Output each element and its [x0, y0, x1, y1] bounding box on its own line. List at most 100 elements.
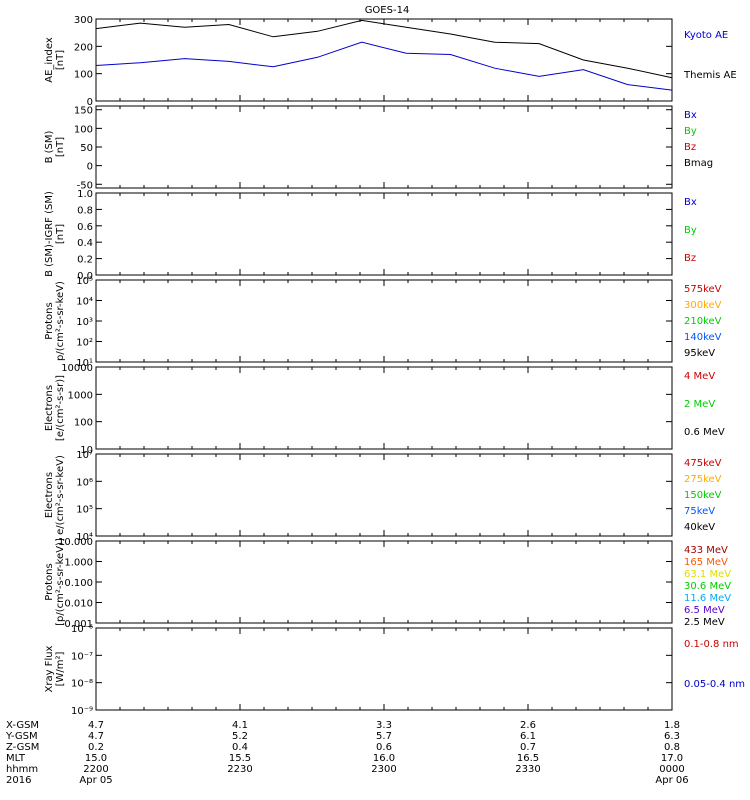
y-axis-title: Protons [44, 563, 55, 600]
legend-entry: Themis AE [683, 70, 737, 81]
ephemeris-cell: 2.6 [520, 720, 536, 731]
y-axis-title: [nT] [55, 224, 66, 244]
y-axis-title: [e/(cm²-s-sr)] [55, 375, 66, 441]
y-axis-title: Protons [44, 302, 55, 339]
ephemeris-row-label: MLT [6, 753, 26, 764]
y-tick-label: 10000 [61, 363, 93, 374]
ephemeris-cell: 15.0 [85, 753, 107, 764]
legend-entry: 2 MeV [684, 399, 715, 410]
y-tick-label: 200 [74, 42, 93, 53]
ephemeris-cell: 0.8 [664, 742, 680, 753]
y-tick-label: 1000 [68, 390, 93, 401]
y-axis-title: B (SM)-IGRF (SM) [44, 191, 55, 277]
legend-entry: By [684, 126, 697, 137]
legend-entry: 433 MeV [684, 545, 728, 556]
y-tick-label: 0.6 [77, 222, 93, 233]
ephemeris-cell: 6.3 [664, 731, 680, 742]
ephemeris-cell: 16.5 [517, 753, 539, 764]
y-tick-label: 10² [76, 338, 93, 349]
panel-protons_kev: 10¹ 10² 10³ 10⁴ 10⁵ Protons p/(cm²-s-sr-keV) 57… [44, 276, 722, 369]
ephemeris-cell: 0.7 [520, 742, 536, 753]
ephemeris-cell: 2300 [371, 764, 396, 775]
legend-entry: 575keV [684, 284, 722, 295]
y-tick-label: 0.8 [77, 205, 93, 216]
y-tick-label: 0.010 [64, 599, 93, 610]
ephemeris-cell: 0.6 [376, 742, 392, 753]
ephemeris-row-label: Z-GSM [6, 742, 39, 753]
panel-frame [95, 453, 673, 537]
y-tick-label: 100 [74, 70, 93, 81]
panel-ae: 0 100 200 300 AE_index [nT] Kyoto AE Themis AE [44, 15, 737, 108]
legend-entry: 150keV [684, 490, 722, 501]
panel-frame [95, 279, 673, 363]
legend-entry: Kyoto AE [684, 30, 728, 41]
series-line [95, 19, 673, 79]
ephemeris-row-label: 2016 [6, 775, 31, 786]
y-axis-title: B (SM) [44, 130, 55, 163]
ephemeris-cell: 0000 [659, 764, 684, 775]
ephemeris-row-label: Y-GSM [5, 731, 38, 742]
y-tick-label: 100 [74, 418, 93, 429]
y-tick-label: 0.001 [64, 619, 93, 630]
panel-electrons_mev: 10 100 1000 10000 Electrons [e/(cm²-s-sr)] 4 M… [44, 363, 725, 456]
y-axis-title: Electrons [44, 472, 55, 518]
panel-frame [95, 192, 673, 276]
legend-entry: 95keV [684, 348, 715, 359]
y-tick-label: 0.100 [64, 578, 93, 589]
ephemeris-cell: Apr 05 [79, 775, 112, 786]
y-tick-label: 150 [74, 106, 93, 117]
panel-electrons_kev: 10⁴ 10⁵ 10⁶ 10⁷ Electrons e/(cm²-s-sr-keV) 475… [44, 450, 722, 543]
ephemeris-cell: 5.2 [232, 731, 248, 742]
legend-entry: 0.1-0.8 nm [684, 639, 739, 650]
panel-protons_mev: 0.001 0.010 0.100 1.000 10.000 Protons [p/(cm²… [44, 537, 731, 630]
y-tick-label: 10⁻⁷ [71, 651, 93, 662]
panel-b_sm: -50 0 50 100 150 B (SM) [nT] Bx By Bz Bmag [44, 105, 713, 191]
y-tick-label: 10⁻⁸ [71, 679, 93, 690]
ephemeris-cell: 16.0 [373, 753, 395, 764]
plot-title: GOES-14 [365, 5, 410, 16]
legend-entry: 475keV [684, 458, 722, 469]
ephemeris-cell: 3.3 [376, 720, 392, 731]
y-tick-label: 10⁵ [76, 276, 93, 287]
y-tick-label: 0 [87, 162, 93, 173]
panel-frame [95, 366, 673, 450]
legend-entry: Bx [684, 110, 697, 121]
y-tick-label: 10⁻⁶ [71, 624, 93, 635]
legend-entry: Bx [684, 197, 697, 208]
series-line [95, 41, 673, 91]
y-axis-title: Electrons [44, 385, 55, 431]
legend-entry: 40keV [684, 522, 715, 533]
y-axis-title: p/(cm²-s-sr-keV) [55, 281, 66, 361]
legend-entry: 6.5 MeV [684, 605, 725, 616]
ephemeris-cell: 1.8 [664, 720, 680, 731]
y-axis-title: e/(cm²-s-sr-keV) [55, 455, 66, 535]
ephemeris-cell: 4.1 [232, 720, 248, 731]
legend-entry: 75keV [684, 506, 715, 517]
y-tick-label: 0 [87, 97, 93, 108]
legend-entry: 300keV [684, 300, 722, 311]
legend-entry: 4 MeV [684, 371, 715, 382]
y-tick-label: 0.2 [77, 255, 93, 266]
y-axis-title: [W/m²] [55, 651, 66, 686]
legend-entry: 140keV [684, 332, 722, 343]
y-tick-label: 10 [80, 445, 93, 456]
y-tick-label: 50 [80, 143, 93, 154]
legend-entry: 275keV [684, 474, 722, 485]
ephemeris-cell: 6.1 [520, 731, 536, 742]
ephemeris-row-label: hhmm [6, 764, 38, 775]
panel-frame [95, 627, 673, 711]
y-tick-label: 10¹ [76, 358, 93, 369]
ephemeris-cell: 15.5 [229, 753, 251, 764]
panel-frame [95, 540, 673, 624]
legend-entry: 2.5 MeV [684, 617, 725, 628]
legend-entry: 30.6 MeV [684, 581, 731, 592]
y-tick-label: 10.000 [58, 537, 93, 548]
panel-b_igrf: 0.0 0.2 0.4 0.6 0.8 1.0 B (SM)-IGRF (SM) [nT] Bx… [44, 189, 697, 282]
ephemeris-cell: 2230 [227, 764, 252, 775]
panel-frame [95, 105, 673, 189]
y-tick-label: -50 [77, 180, 93, 191]
ephemeris-cell: 17.0 [661, 753, 683, 764]
legend-entry: By [684, 225, 697, 236]
y-axis-title: [p/(cm²-s-sr-keV)] [55, 538, 66, 626]
ephemeris-cell: 0.4 [232, 742, 248, 753]
